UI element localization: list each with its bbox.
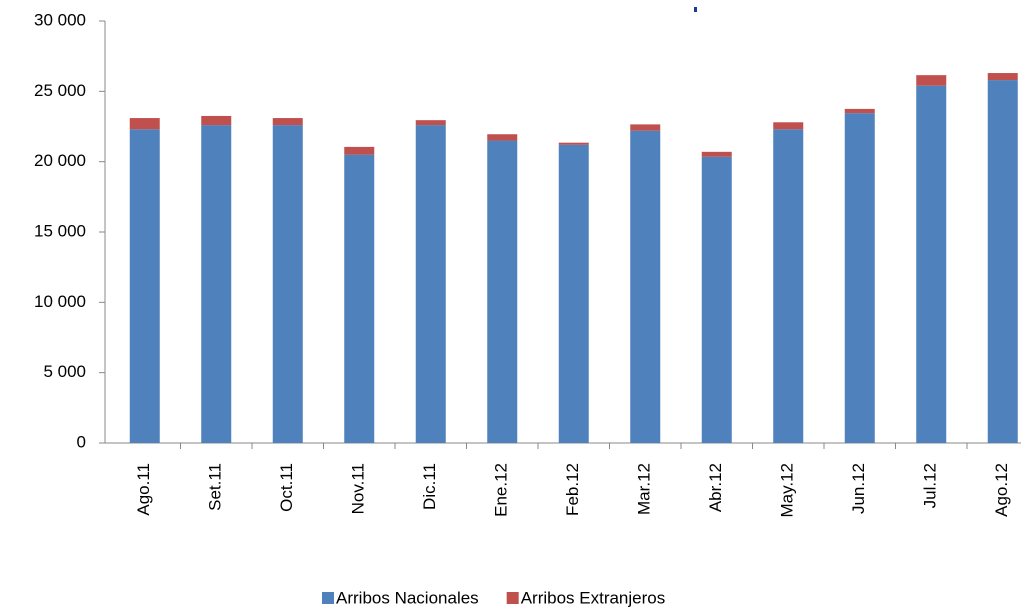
x-tick-label: May.12: [778, 463, 797, 518]
x-tick-label: Ago.12: [992, 463, 1011, 517]
bar-segment: [844, 108, 875, 114]
x-tick-label: Feb.12: [563, 463, 582, 516]
bar-segment: [916, 75, 947, 86]
bar-segment: [701, 151, 732, 157]
x-tick-label: Jul.12: [921, 463, 940, 508]
bar-segment: [415, 125, 446, 444]
x-tick-label: Set.11: [206, 463, 225, 511]
y-tick-label: 5 000: [43, 362, 86, 381]
x-tick-label: Dic.11: [420, 463, 439, 510]
bar-segment: [630, 124, 661, 131]
bar-segment: [415, 120, 446, 126]
bar-segment: [129, 129, 160, 443]
bar-segment: [773, 122, 804, 130]
legend-label: Arribos Nacionales: [336, 588, 479, 607]
bar-segment: [701, 156, 732, 443]
x-tick-label: Jun.12: [849, 463, 868, 514]
y-tick-label: 25 000: [34, 81, 86, 100]
x-tick-label: Oct.11: [277, 463, 296, 512]
y-tick-label: 0: [77, 432, 86, 451]
legend-label: Arribos Extranjeros: [521, 588, 666, 607]
bar-segment: [844, 113, 875, 444]
bar-segment: [272, 118, 303, 126]
y-tick-label: 20 000: [34, 151, 86, 170]
bar-segment: [129, 118, 160, 130]
bar-segment: [487, 140, 518, 444]
y-tick-label: 15 000: [34, 221, 86, 240]
decoration: [694, 7, 697, 12]
bar-segment: [773, 129, 804, 443]
bar-segment: [344, 146, 375, 155]
x-tick-label: Mar.12: [635, 463, 654, 515]
legend-swatch: [506, 592, 519, 604]
bar-segment: [487, 134, 518, 141]
bar-segment: [201, 125, 232, 444]
bar-segment: [987, 80, 1018, 443]
y-tick-label: 10 000: [34, 292, 86, 311]
x-tick-label: Ene.12: [492, 463, 511, 517]
x-tick-label: Ago.11: [134, 463, 153, 516]
bar-segment: [558, 142, 589, 145]
legend-swatch: [322, 592, 334, 604]
bar-segment: [558, 144, 589, 443]
bar-segment: [987, 73, 1018, 81]
x-tick-label: Abr.12: [706, 463, 725, 512]
bar-segment: [201, 115, 232, 126]
bar-segment: [272, 125, 303, 444]
bar-segment: [344, 154, 375, 443]
x-tick-label: Nov.11: [349, 463, 368, 514]
bar-segment: [630, 130, 661, 443]
y-tick-label: 30 000: [34, 10, 86, 29]
bar-segment: [916, 85, 947, 443]
